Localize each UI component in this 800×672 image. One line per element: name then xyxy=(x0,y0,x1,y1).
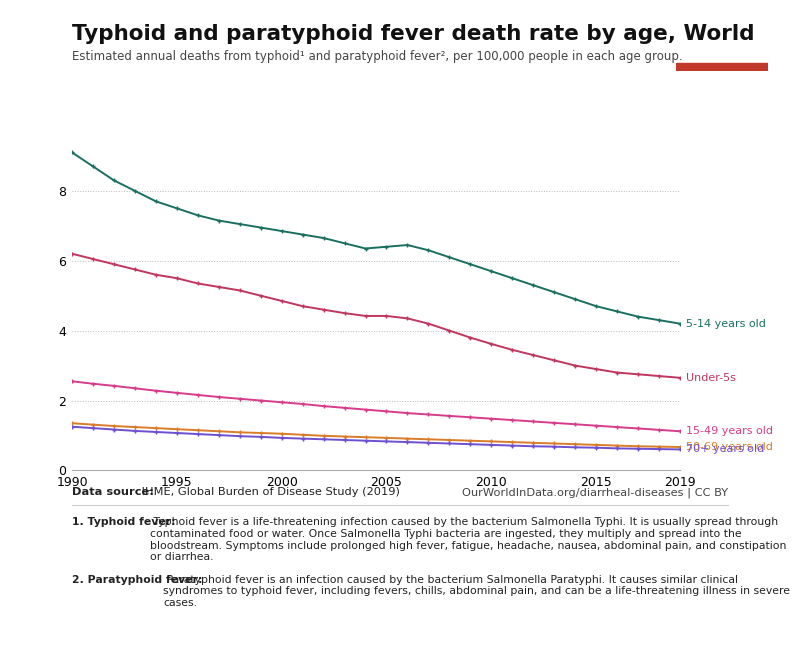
Text: Paratyphoid fever is an infection caused by the bacterium Salmonella Paratyphi. : Paratyphoid fever is an infection caused… xyxy=(163,575,790,607)
Bar xyxy=(676,63,768,71)
Text: 70+ years old: 70+ years old xyxy=(686,444,764,454)
Text: 50-69 years old: 50-69 years old xyxy=(686,442,773,452)
Text: in Data: in Data xyxy=(701,42,743,52)
Text: 5-14 years old: 5-14 years old xyxy=(686,319,766,329)
Text: Our World: Our World xyxy=(692,26,752,36)
Text: 1. Typhoid fever:: 1. Typhoid fever: xyxy=(72,517,176,528)
Text: Estimated annual deaths from typhoid¹ and paratyphoid fever², per 100,000 people: Estimated annual deaths from typhoid¹ an… xyxy=(72,50,682,63)
Text: Under-5s: Under-5s xyxy=(686,373,735,383)
Text: IHME, Global Burden of Disease Study (2019): IHME, Global Burden of Disease Study (20… xyxy=(138,487,400,497)
Text: Data source:: Data source: xyxy=(72,487,154,497)
Text: 15-49 years old: 15-49 years old xyxy=(686,426,773,436)
Text: 2. Paratyphoid fever:: 2. Paratyphoid fever: xyxy=(72,575,202,585)
Text: Typhoid and paratyphoid fever death rate by age, World: Typhoid and paratyphoid fever death rate… xyxy=(72,24,754,44)
Text: Typhoid fever is a life-threatening infection caused by the bacterium Salmonella: Typhoid fever is a life-threatening infe… xyxy=(150,517,786,562)
Text: OurWorldInData.org/diarrheal-diseases | CC BY: OurWorldInData.org/diarrheal-diseases | … xyxy=(462,487,728,498)
